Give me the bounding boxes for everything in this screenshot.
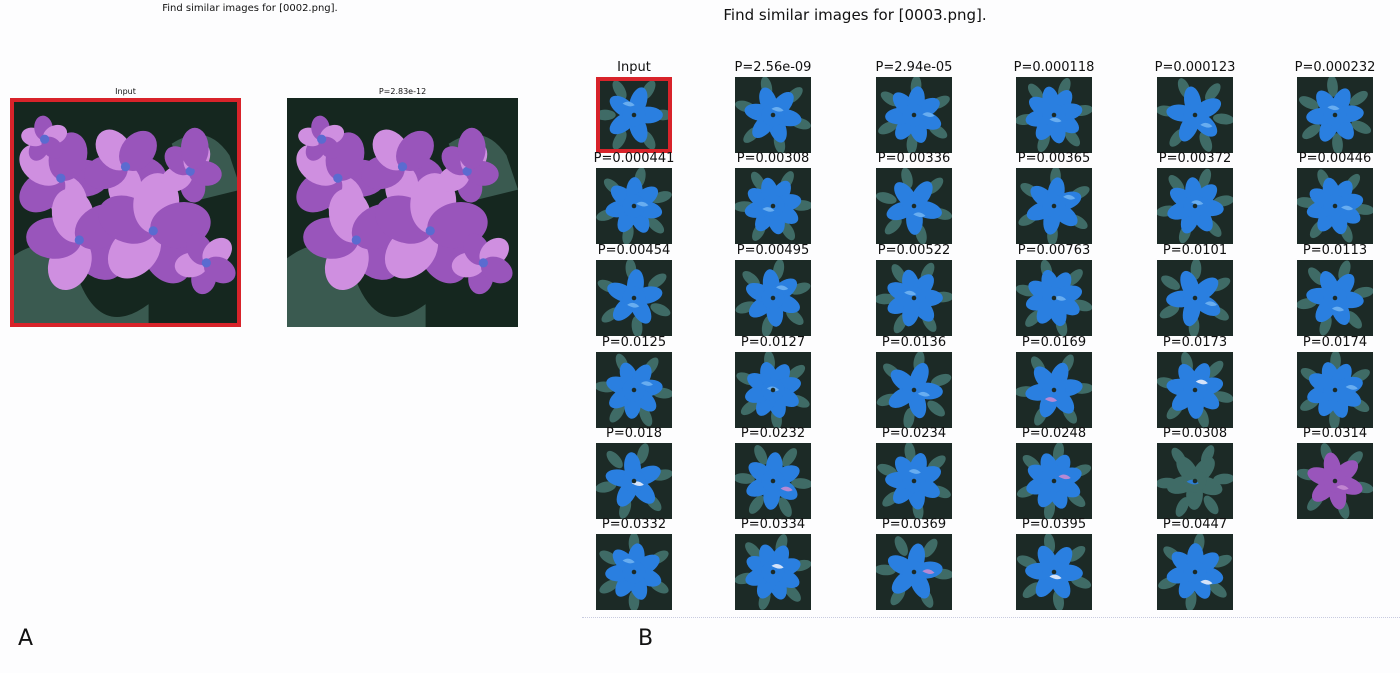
image-label: P=2.94e-05	[875, 60, 953, 75]
image-label: P=0.0308	[1162, 426, 1228, 441]
result-image: P=0.000118	[1014, 60, 1094, 153]
panel-a: Find similar images for [0002.png]. Inpu…	[0, 0, 545, 673]
image-label: P=0.0395	[1021, 517, 1087, 532]
image-label: P=0.0369	[881, 517, 947, 532]
result-image: P=0.00308	[735, 151, 811, 244]
result-image: P=0.00454	[596, 243, 672, 336]
result-image: P=0.000232	[1295, 60, 1375, 153]
image-label: P=0.0174	[1302, 335, 1368, 350]
image-label: P=0.0125	[601, 335, 667, 350]
result-image: P=0.00446	[1297, 151, 1373, 244]
result-image: P=0.0332	[596, 517, 672, 610]
panel-b-title: Find similar images for [0003.png].	[723, 6, 987, 24]
image-label: P=2.83e-12	[378, 87, 427, 96]
result-image: P=0.00372	[1157, 151, 1233, 244]
result-image: P=0.0248	[1016, 426, 1092, 519]
image-label: P=0.0101	[1162, 243, 1228, 258]
result-image: P=0.0136	[876, 335, 952, 428]
panel-a-letter: A	[18, 626, 34, 651]
result-image: P=0.000441	[594, 151, 674, 244]
image-label: P=0.00495	[736, 243, 810, 258]
result-image: P=0.0174	[1297, 335, 1373, 428]
result-image: P=0.0232	[735, 426, 811, 519]
result-image: P=0.000123	[1155, 60, 1235, 153]
image-label: P=0.000232	[1294, 60, 1376, 75]
image-label: P=0.0127	[740, 335, 806, 350]
result-image: P=0.0308	[1157, 426, 1233, 519]
image-label: P=0.00365	[1017, 151, 1091, 166]
image-label: Input	[115, 87, 136, 96]
image-label: P=2.56e-09	[734, 60, 812, 75]
result-image: P=2.94e-05	[876, 60, 952, 153]
result-image: P=0.0395	[1016, 517, 1092, 610]
result-image: P=0.0127	[735, 335, 811, 428]
result-image: P=0.018	[596, 426, 672, 519]
result-image: P=0.0334	[735, 517, 811, 610]
image-label: P=0.0314	[1302, 426, 1368, 441]
divider-dotted	[582, 617, 1400, 618]
image-label: P=0.018	[606, 426, 662, 441]
image-label: P=0.0248	[1021, 426, 1087, 441]
image-label: P=0.0232	[740, 426, 806, 441]
image-label: P=0.00308	[736, 151, 810, 166]
image-label: P=0.00522	[877, 243, 951, 258]
input-image: Input	[596, 60, 672, 153]
image-label: P=0.00336	[877, 151, 951, 166]
panel-b-letter: B	[638, 626, 654, 651]
image-label: P=0.00446	[1298, 151, 1372, 166]
panel-b: Find similar images for [0003.png]. Inpu…	[560, 0, 1400, 673]
image-label: P=0.0447	[1162, 517, 1228, 532]
result-image: P=0.0113	[1297, 243, 1373, 336]
result-image: P=0.0125	[596, 335, 672, 428]
result-image: P=0.0101	[1157, 243, 1233, 336]
image-label: P=0.0334	[740, 517, 806, 532]
image-label: Input	[617, 60, 651, 75]
result-image: P=2.56e-09	[735, 60, 811, 153]
image-label: P=0.0173	[1162, 335, 1228, 350]
image-label: P=0.0113	[1302, 243, 1368, 258]
image-label: P=0.00454	[597, 243, 671, 258]
result-image: P=0.0314	[1297, 426, 1373, 519]
image-label: P=0.000118	[1013, 60, 1095, 75]
image-label: P=0.0136	[881, 335, 947, 350]
input-image: Input	[10, 87, 241, 327]
result-image: P=0.00495	[735, 243, 811, 336]
image-label: P=0.0169	[1021, 335, 1087, 350]
result-image: P=0.0169	[1016, 335, 1092, 428]
image-label: P=0.0234	[881, 426, 947, 441]
image-label: P=0.00372	[1158, 151, 1232, 166]
image-label: P=0.000441	[593, 151, 675, 166]
result-image: P=0.00763	[1016, 243, 1092, 336]
result-image: P=0.00522	[876, 243, 952, 336]
image-label: P=0.0332	[601, 517, 667, 532]
result-image: P=0.00336	[876, 151, 952, 244]
result-image: P=0.00365	[1016, 151, 1092, 244]
panel-a-title: Find similar images for [0002.png].	[162, 3, 338, 14]
image-label: P=0.00763	[1017, 243, 1091, 258]
result-image: P=0.0369	[876, 517, 952, 610]
image-label: P=0.000123	[1154, 60, 1236, 75]
result-image: P=2.83e-12	[287, 87, 518, 327]
result-image: P=0.0447	[1157, 517, 1233, 610]
result-image: P=0.0173	[1157, 335, 1233, 428]
result-image: P=0.0234	[876, 426, 952, 519]
